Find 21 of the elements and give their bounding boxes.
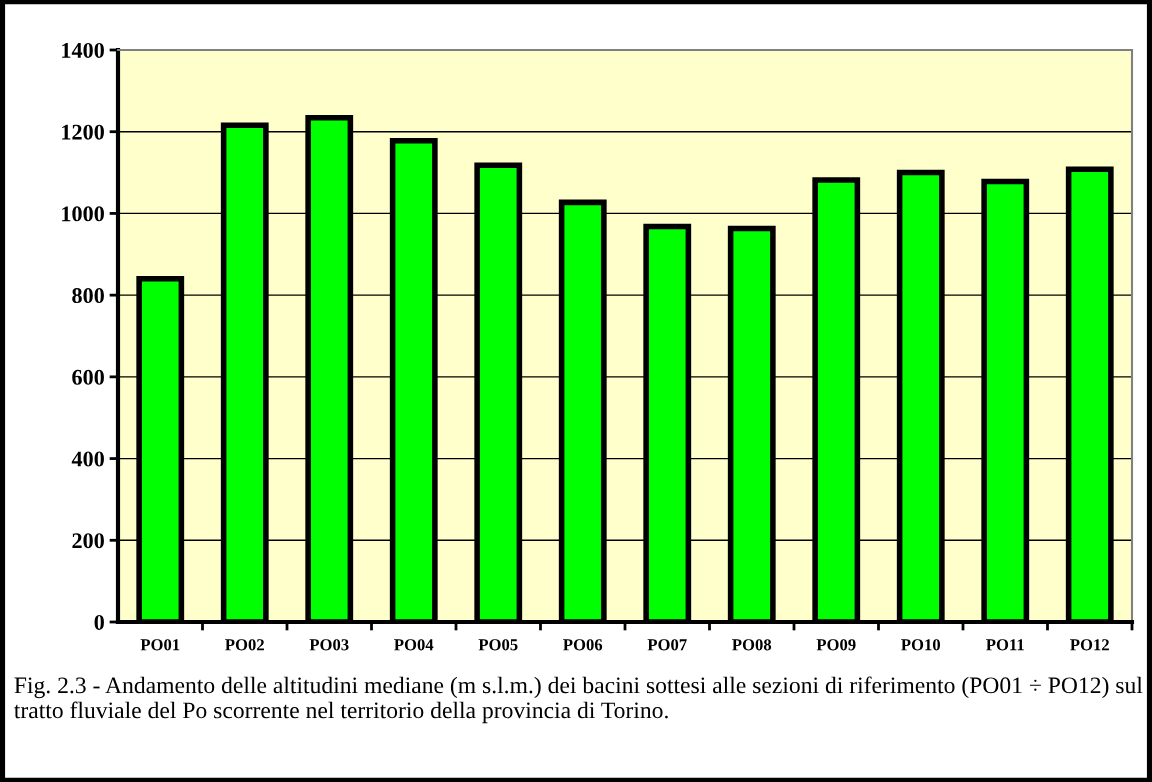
y-tick-label: 1400	[62, 42, 104, 58]
x-tick-label: PO12	[1070, 639, 1109, 651]
x-tick-label: PO08	[732, 639, 772, 651]
y-tick-label: 600	[72, 369, 104, 385]
y-tick-label: 200	[72, 533, 104, 549]
caption: Fig. 2.3 - Andamento delle altitudini mediane (m s.l.m.) dei bacini sottesi alle sezioni di riferimento (PO01 ÷ PO12) sul tratto fluviale del Po scorrente nel territorio della provincia di Torino.	[14, 676, 1143, 724]
y-tick-label: 1200	[62, 124, 104, 140]
y-tick-label: 1000	[62, 206, 104, 222]
y-tick-label: 0	[94, 614, 104, 630]
x-tick-label: PO07	[647, 639, 687, 651]
x-tick-label: PO11	[986, 639, 1024, 651]
x-tick-label: PO09	[816, 639, 856, 651]
x-tick-label: PO04	[394, 639, 434, 651]
x-tick-label: PO02	[225, 639, 264, 651]
x-tick-label: PO03	[309, 639, 349, 651]
y-tick-label: 400	[71, 451, 104, 467]
y-tick-label: 800	[72, 288, 104, 304]
x-tick-label: PO05	[478, 639, 518, 651]
x-tick-label: PO01	[140, 639, 180, 651]
x-tick-label: PO10	[901, 639, 941, 651]
x-tick-label: PO06	[563, 639, 603, 651]
